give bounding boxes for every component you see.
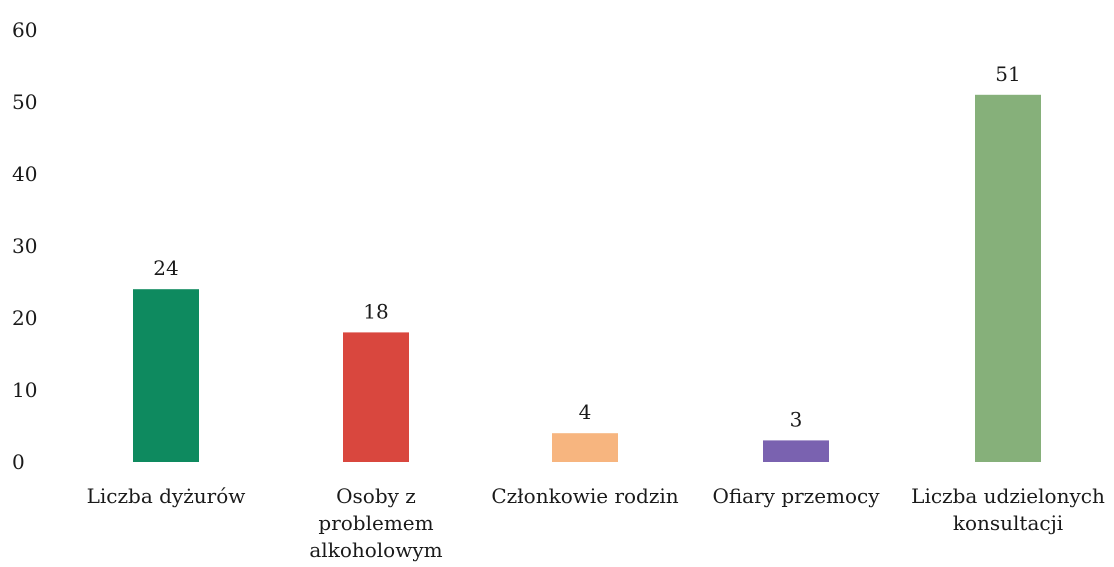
category-label-0: Liczba dyżurów	[87, 484, 246, 508]
category-label-2: Członkowie rodzin	[491, 484, 678, 508]
category-label-3: Ofiary przemocy	[712, 484, 880, 508]
category-label-line: Liczba udzielonych	[911, 484, 1105, 508]
category-label-line: problemem	[318, 511, 433, 535]
data-label-0: 24	[153, 256, 178, 280]
y-tick-label-40: 40	[12, 162, 37, 186]
data-label-4: 51	[995, 62, 1020, 86]
category-label-line: Liczba dyżurów	[87, 484, 246, 508]
category-label-line: konsultacji	[953, 511, 1063, 535]
category-label-line: Osoby z	[336, 484, 416, 508]
y-tick-label-50: 50	[12, 90, 37, 114]
category-label-line: Ofiary przemocy	[712, 484, 880, 508]
data-label-2: 4	[579, 400, 592, 424]
bar-3	[763, 440, 829, 462]
category-label-line: Członkowie rodzin	[491, 484, 678, 508]
y-tick-label-60: 60	[12, 18, 37, 42]
category-label-1: Osoby z problemem alkoholowym	[309, 484, 442, 562]
bar-2	[552, 433, 618, 462]
data-label-1: 18	[363, 299, 388, 323]
y-tick-label-20: 20	[12, 306, 37, 330]
bar-1	[343, 332, 409, 462]
y-tick-label-0: 0	[12, 450, 25, 474]
y-tick-label-10: 10	[12, 378, 37, 402]
bar-4	[975, 94, 1041, 463]
data-label-3: 3	[790, 407, 803, 431]
y-tick-label-30: 30	[12, 234, 37, 258]
category-label-4: Liczba udzielonych konsultacji	[911, 484, 1105, 535]
category-label-line: alkoholowym	[309, 538, 442, 562]
bar-0	[133, 289, 199, 462]
